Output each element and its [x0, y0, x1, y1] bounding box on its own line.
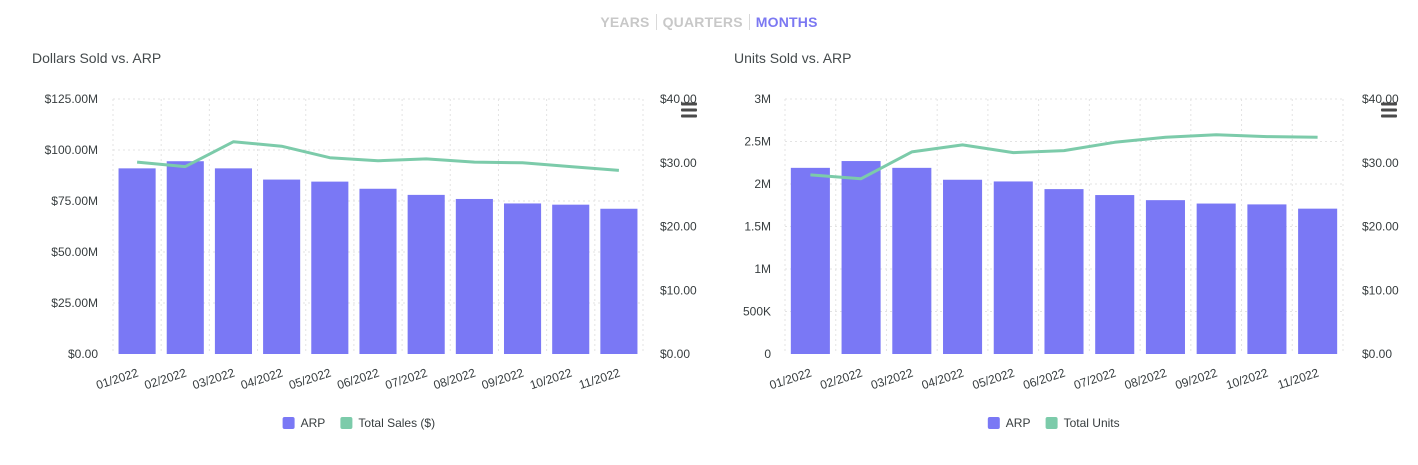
chart-title: Dollars Sold vs. ARP	[32, 50, 161, 66]
y-tick-label-right: $30.00	[660, 156, 697, 170]
y-tick-label-left: $50.00M	[51, 245, 98, 259]
series-line[interactable]	[136, 140, 620, 172]
menu-bar	[1381, 102, 1397, 106]
legend-label[interactable]: ARP	[301, 416, 326, 430]
x-tick-label: 11/2022	[577, 365, 622, 392]
legend-label[interactable]: ARP	[1006, 416, 1031, 430]
x-tick-label: 09/2022	[480, 365, 526, 392]
y-tick-label-right: $10.00	[1362, 283, 1399, 297]
tab-quarters[interactable]: QUARTERS	[655, 14, 749, 30]
bar[interactable]	[214, 168, 253, 354]
bar[interactable]	[1145, 200, 1185, 354]
x-tick-label: 06/2022	[1021, 365, 1067, 392]
legend-label[interactable]: Total Units	[1064, 416, 1120, 430]
hamburger-menu-icon[interactable]	[681, 102, 697, 118]
menu-bar	[681, 108, 697, 112]
y-tick-label-left: $125.00M	[45, 92, 98, 106]
bar[interactable]	[1196, 203, 1236, 354]
bar[interactable]	[118, 168, 156, 354]
tab-years[interactable]: YEARS	[600, 14, 650, 30]
y-tick-label-left: 1M	[754, 262, 771, 276]
period-tabs: YEARS QUARTERS MONTHS	[0, 14, 1418, 30]
y-tick-label-left: 3M	[754, 92, 771, 106]
series-line[interactable]	[810, 133, 1318, 181]
x-tick-label: 08/2022	[432, 365, 478, 392]
x-tick-label: 11/2022	[1276, 365, 1321, 392]
y-tick-label-right: $20.00	[1362, 220, 1399, 234]
x-tick-label: 10/2022	[528, 365, 574, 392]
y-tick-label-right: $0.00	[1362, 347, 1392, 361]
bar[interactable]	[263, 179, 301, 354]
bar[interactable]	[790, 167, 830, 354]
bar[interactable]	[943, 179, 983, 354]
x-tick-label: 02/2022	[143, 365, 189, 392]
bar[interactable]	[359, 188, 397, 354]
legend-swatch[interactable]	[987, 417, 1000, 429]
y-tick-label-left: 500K	[743, 305, 771, 319]
x-tick-label: 02/2022	[818, 365, 864, 392]
menu-bar	[681, 114, 697, 118]
menu-bar	[1381, 114, 1397, 118]
x-tick-label: 08/2022	[1123, 365, 1169, 392]
y-tick-label-left: 2.5M	[744, 135, 771, 149]
x-tick-label: 07/2022	[384, 365, 430, 392]
bar[interactable]	[166, 161, 204, 354]
legend: ARP Total Sales ($)	[282, 416, 435, 430]
bar[interactable]	[1095, 195, 1135, 354]
x-tick-label: 01/2022	[94, 365, 140, 392]
x-tick-label: 04/2022	[920, 365, 966, 392]
legend-swatch[interactable]	[282, 417, 295, 429]
legend-swatch[interactable]	[340, 417, 353, 429]
x-tick-label: 07/2022	[1072, 365, 1118, 392]
y-tick-label-left: 1.5M	[744, 220, 771, 234]
bar[interactable]	[1298, 208, 1338, 354]
legend: ARP Total Units	[987, 416, 1120, 430]
y-tick-label-left: 0	[764, 347, 771, 361]
menu-bar	[1381, 108, 1397, 112]
bar[interactable]	[993, 181, 1033, 354]
y-tick-label-right: $30.00	[1362, 156, 1399, 170]
legend-label[interactable]: Total Sales ($)	[358, 416, 435, 430]
y-tick-label-left: 2M	[754, 177, 771, 191]
x-tick-label: 01/2022	[768, 365, 814, 392]
tab-months[interactable]: MONTHS	[748, 14, 824, 30]
x-tick-label: 05/2022	[971, 365, 1017, 392]
bar[interactable]	[892, 167, 932, 354]
y-tick-label-left: $75.00M	[51, 194, 98, 208]
y-tick-label-right: $0.00	[660, 347, 690, 361]
units-sold-chart: Units Sold vs. ARP 0 500K 1M 1.5M 2M 2.5M 3M $0.…	[734, 50, 1399, 430]
legend-swatch[interactable]	[1045, 417, 1058, 429]
bar[interactable]	[311, 181, 349, 354]
x-tick-label: 05/2022	[287, 365, 333, 392]
bar[interactable]	[407, 194, 445, 354]
x-tick-label: 03/2022	[869, 365, 915, 392]
chart-title: Units Sold vs. ARP	[734, 50, 852, 66]
bar[interactable]	[455, 198, 493, 354]
x-tick-label: 04/2022	[239, 365, 285, 392]
bar[interactable]	[841, 161, 881, 354]
y-tick-label-left: $0.00	[68, 347, 98, 361]
bar[interactable]	[552, 204, 590, 354]
dollars-sold-chart: Dollars Sold vs. ARP $0.00 $25.00M $50.00M $…	[32, 50, 697, 430]
bar[interactable]	[600, 208, 638, 354]
y-tick-label-right: $10.00	[660, 283, 697, 297]
x-tick-label: 09/2022	[1174, 365, 1220, 392]
bar[interactable]	[1044, 189, 1084, 354]
x-tick-label: 10/2022	[1224, 365, 1270, 392]
x-tick-label: 06/2022	[335, 365, 381, 392]
y-tick-label-left: $100.00M	[45, 143, 98, 157]
y-tick-label-left: $25.00M	[51, 296, 98, 310]
y-tick-label-right: $20.00	[660, 220, 697, 234]
menu-bar	[681, 102, 697, 106]
bar[interactable]	[503, 203, 542, 354]
x-tick-label: 03/2022	[191, 365, 237, 392]
bar[interactable]	[1247, 204, 1287, 354]
hamburger-menu-icon[interactable]	[1381, 102, 1397, 118]
